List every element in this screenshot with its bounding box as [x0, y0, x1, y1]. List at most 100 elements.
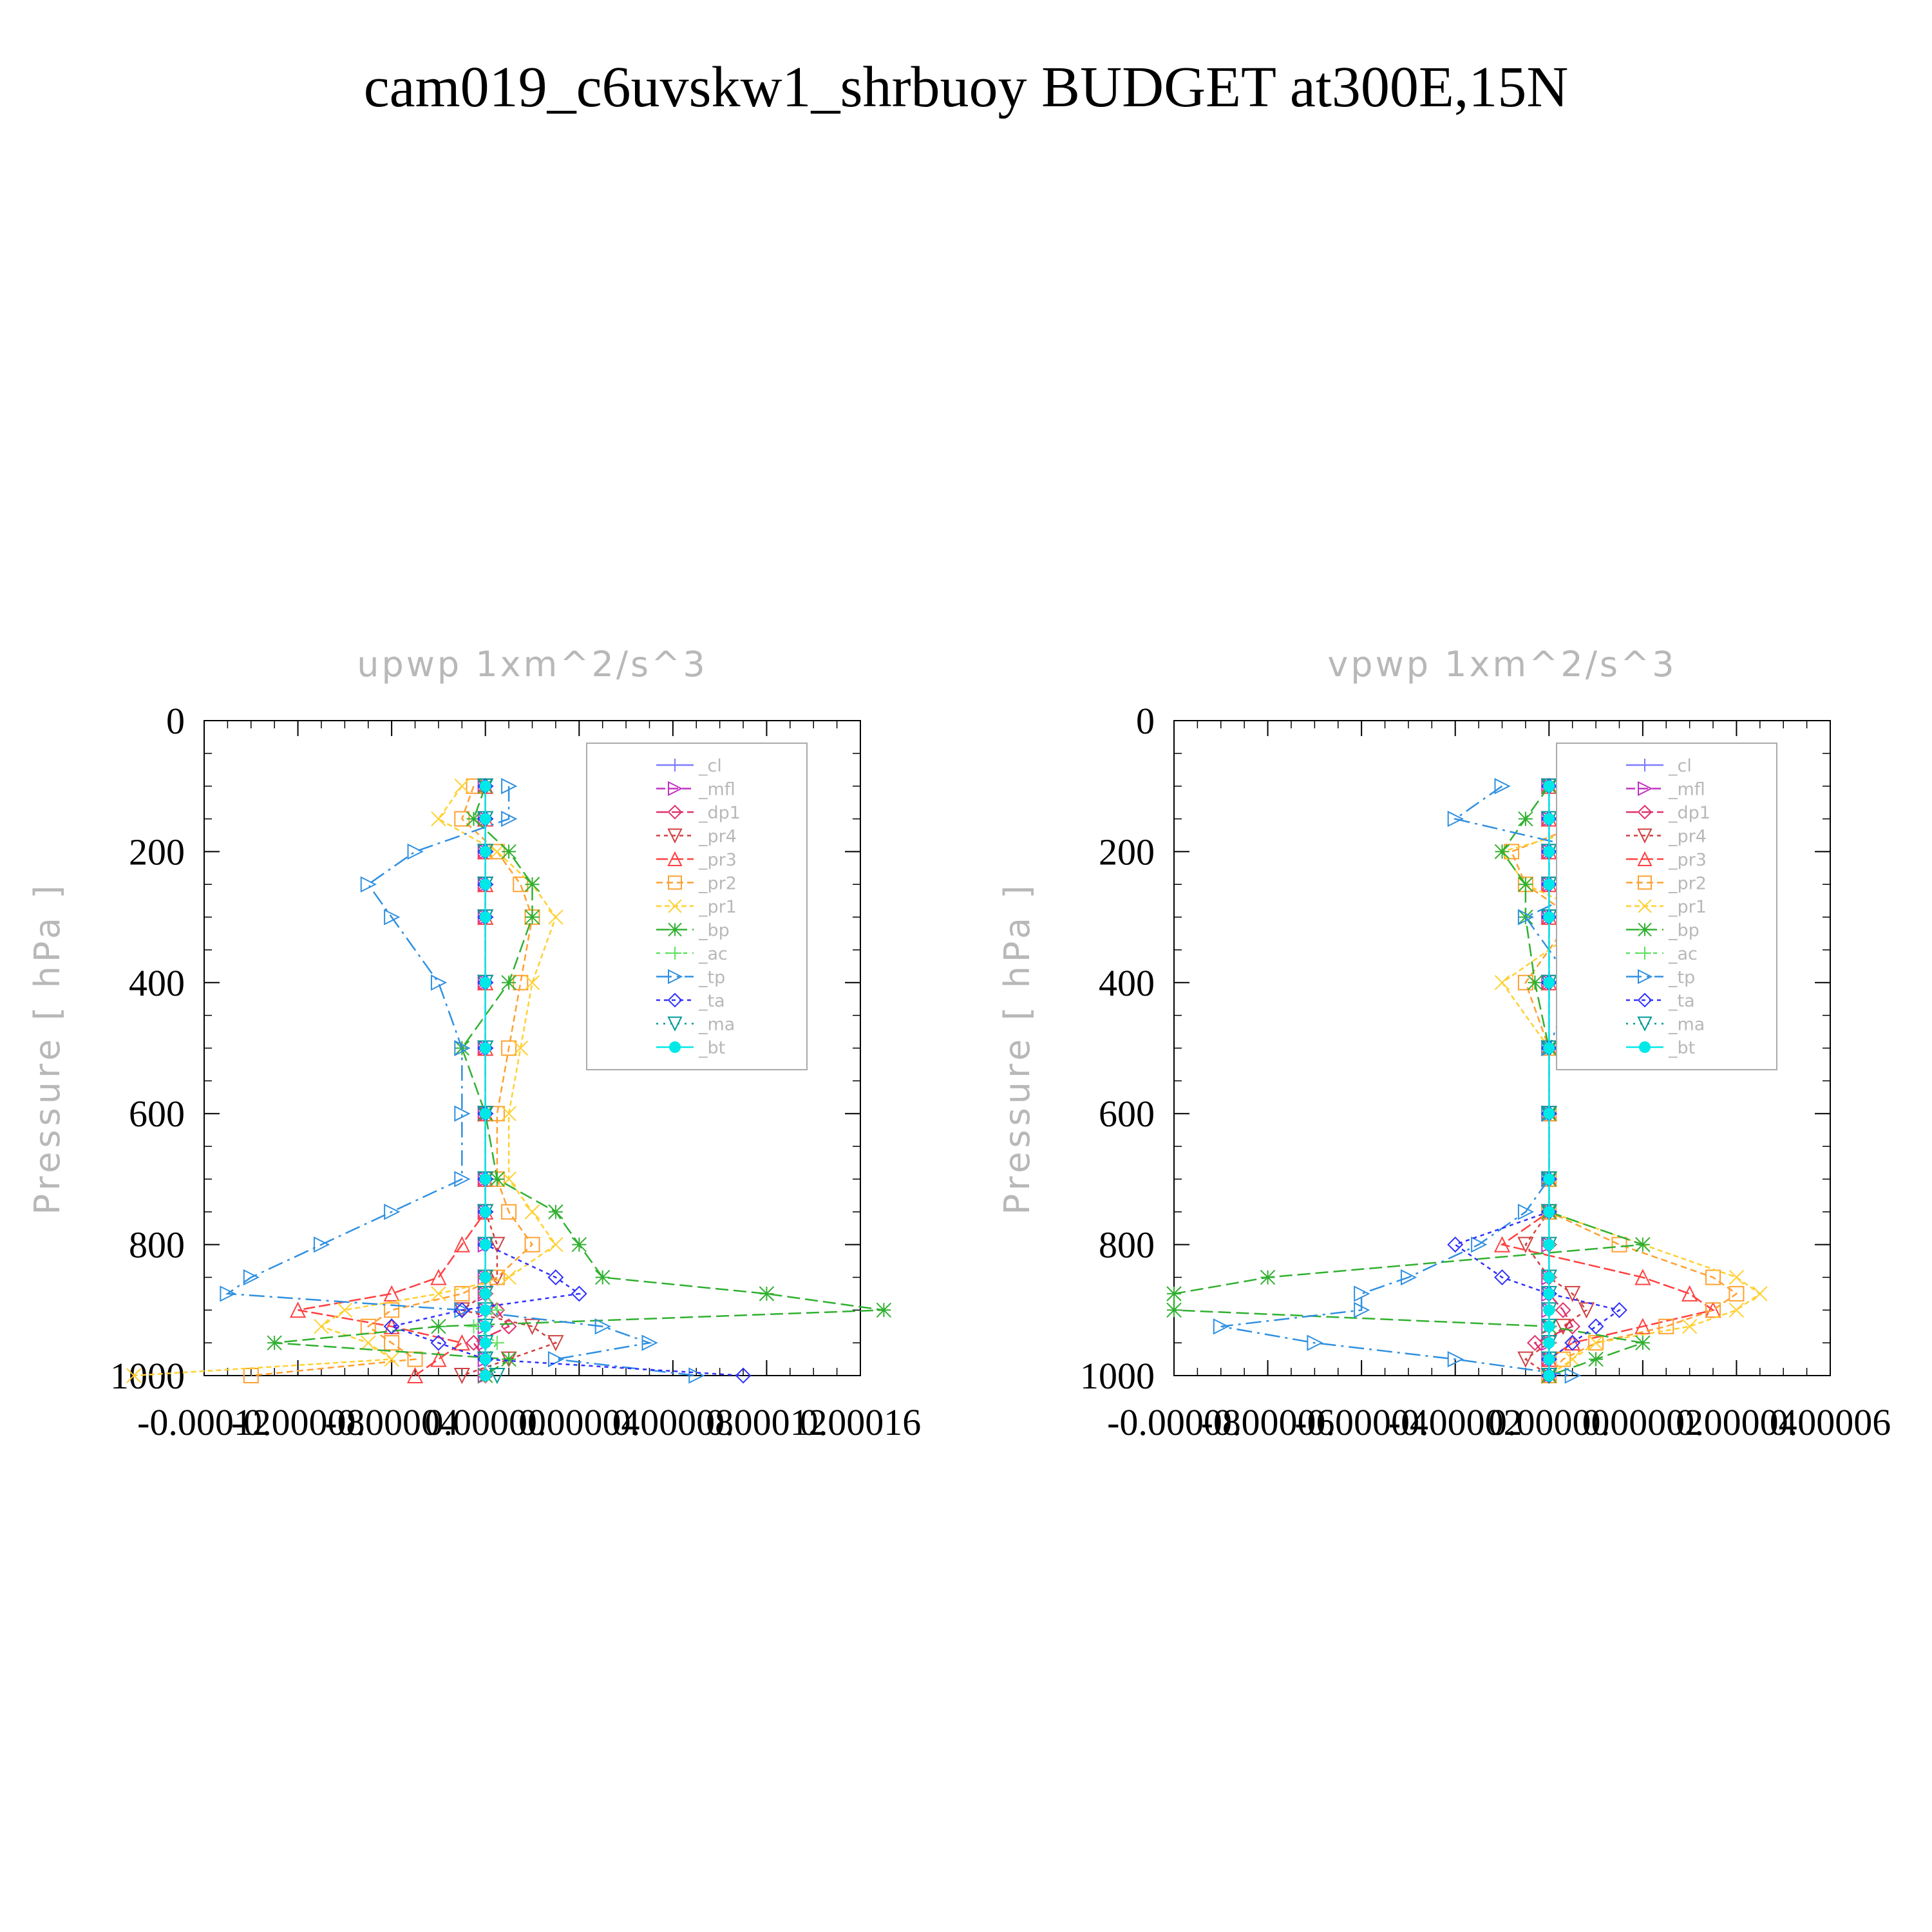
data-point	[1635, 1236, 1651, 1253]
legend-marker	[668, 899, 682, 913]
legend-box	[586, 743, 808, 1070]
legend-marker	[1638, 875, 1652, 890]
legend-marker	[668, 781, 683, 797]
data-point	[1543, 846, 1555, 858]
legend-marker	[1638, 899, 1652, 913]
data-point	[1543, 813, 1555, 825]
legend-label: _pr4	[1668, 827, 1707, 847]
legend-marker	[1637, 804, 1653, 820]
data-point	[524, 1236, 540, 1253]
legend: _cl _mfl _dp1 _pr4 _pr3 _pr2 _pr1 _bp _ac _tp _ta _…	[1556, 743, 1777, 1070]
data-point	[1213, 1318, 1230, 1335]
data-point	[1543, 780, 1555, 792]
data-point	[1588, 1335, 1604, 1350]
legend-label: _pr3	[698, 850, 737, 870]
data-point	[1564, 1334, 1581, 1351]
x-tick-label: 0.00008	[612, 1401, 734, 1443]
data-point	[430, 1350, 447, 1367]
data-point	[407, 843, 424, 860]
y-tick-label: 0	[1136, 700, 1155, 742]
legend-box	[1556, 743, 1777, 1070]
data-point	[1543, 1353, 1555, 1365]
legend-marker	[1638, 781, 1653, 797]
data-point	[337, 1302, 353, 1318]
legend-label: _ac	[698, 944, 728, 964]
data-point	[501, 1106, 516, 1121]
plot-frame	[204, 720, 861, 1376]
data-point	[547, 1350, 565, 1368]
legend-marker	[668, 759, 681, 772]
data-point	[479, 1173, 491, 1185]
data-point	[1728, 1269, 1745, 1285]
data-point	[479, 813, 491, 825]
data-point	[489, 1368, 506, 1385]
legend-label: _dp1	[698, 803, 741, 823]
data-point	[453, 1236, 470, 1253]
data-point	[1555, 1302, 1571, 1318]
data-point	[454, 811, 470, 827]
data-point	[454, 778, 470, 794]
data-point	[313, 1236, 330, 1253]
data-point	[406, 1367, 424, 1383]
legend-marker	[668, 969, 683, 985]
y-axis-label: Pressure [ hPa ]	[997, 882, 1037, 1215]
data-point	[384, 1335, 400, 1351]
data-point	[1543, 1370, 1555, 1381]
data-point	[1494, 844, 1510, 860]
data-point	[479, 1108, 491, 1120]
data-point	[1634, 1318, 1651, 1334]
data-point	[1543, 911, 1555, 923]
data-point	[1564, 1351, 1580, 1367]
legend-label: _bt	[1668, 1038, 1695, 1058]
data-point	[571, 1285, 587, 1302]
x-tick-label: 0.00000	[424, 1401, 546, 1443]
x-tick-label: -0.00002	[1388, 1401, 1522, 1443]
data-point	[1634, 1269, 1651, 1285]
axes	[204, 721, 860, 1376]
legend-label: _mfl	[1668, 780, 1705, 800]
legend-marker	[1638, 969, 1653, 985]
data-point	[1728, 1285, 1745, 1302]
legend-label: _ta	[698, 991, 725, 1011]
data-point	[1518, 876, 1533, 892]
data-point	[1564, 1285, 1581, 1303]
data-point	[453, 1334, 470, 1351]
legend-label: _ma	[1668, 1015, 1705, 1035]
x-tick-label: 0.00012	[706, 1401, 828, 1443]
data-point	[1587, 1318, 1604, 1335]
y-tick-label: 800	[1099, 1224, 1155, 1266]
data-point	[547, 1269, 564, 1285]
data-point	[1447, 810, 1464, 828]
data-point	[501, 1171, 516, 1187]
data-point	[489, 844, 505, 860]
data-point	[1354, 1302, 1370, 1318]
data-point	[431, 811, 446, 827]
data-point	[314, 1319, 329, 1334]
y-tick-label: 600	[129, 1093, 185, 1135]
data-point	[267, 1335, 282, 1350]
data-point	[220, 1285, 236, 1302]
legend-marker	[667, 992, 683, 1008]
legend-marker	[667, 851, 683, 866]
data-point	[466, 778, 482, 794]
data-point	[548, 1204, 564, 1220]
data-point	[547, 1335, 564, 1352]
data-point	[430, 1269, 447, 1285]
legend-marker	[1638, 947, 1651, 960]
legend-marker	[1637, 992, 1653, 1008]
legend-label: _bp	[1668, 921, 1700, 941]
data-point	[571, 1236, 587, 1253]
legend-label: _pr1	[1668, 897, 1707, 917]
x-tick-label: 0.00000	[1488, 1401, 1610, 1443]
data-point	[479, 976, 491, 989]
data-point	[501, 810, 518, 828]
data-point	[1611, 1302, 1627, 1318]
x-tick-label: 0.00016	[800, 1401, 922, 1443]
data-point	[453, 1302, 470, 1318]
data-point	[479, 878, 491, 891]
data-point	[431, 1319, 446, 1334]
data-point	[594, 1318, 611, 1335]
data-point	[243, 1269, 260, 1286]
data-point	[453, 1368, 470, 1385]
y-tick-label: 200	[1099, 831, 1155, 873]
